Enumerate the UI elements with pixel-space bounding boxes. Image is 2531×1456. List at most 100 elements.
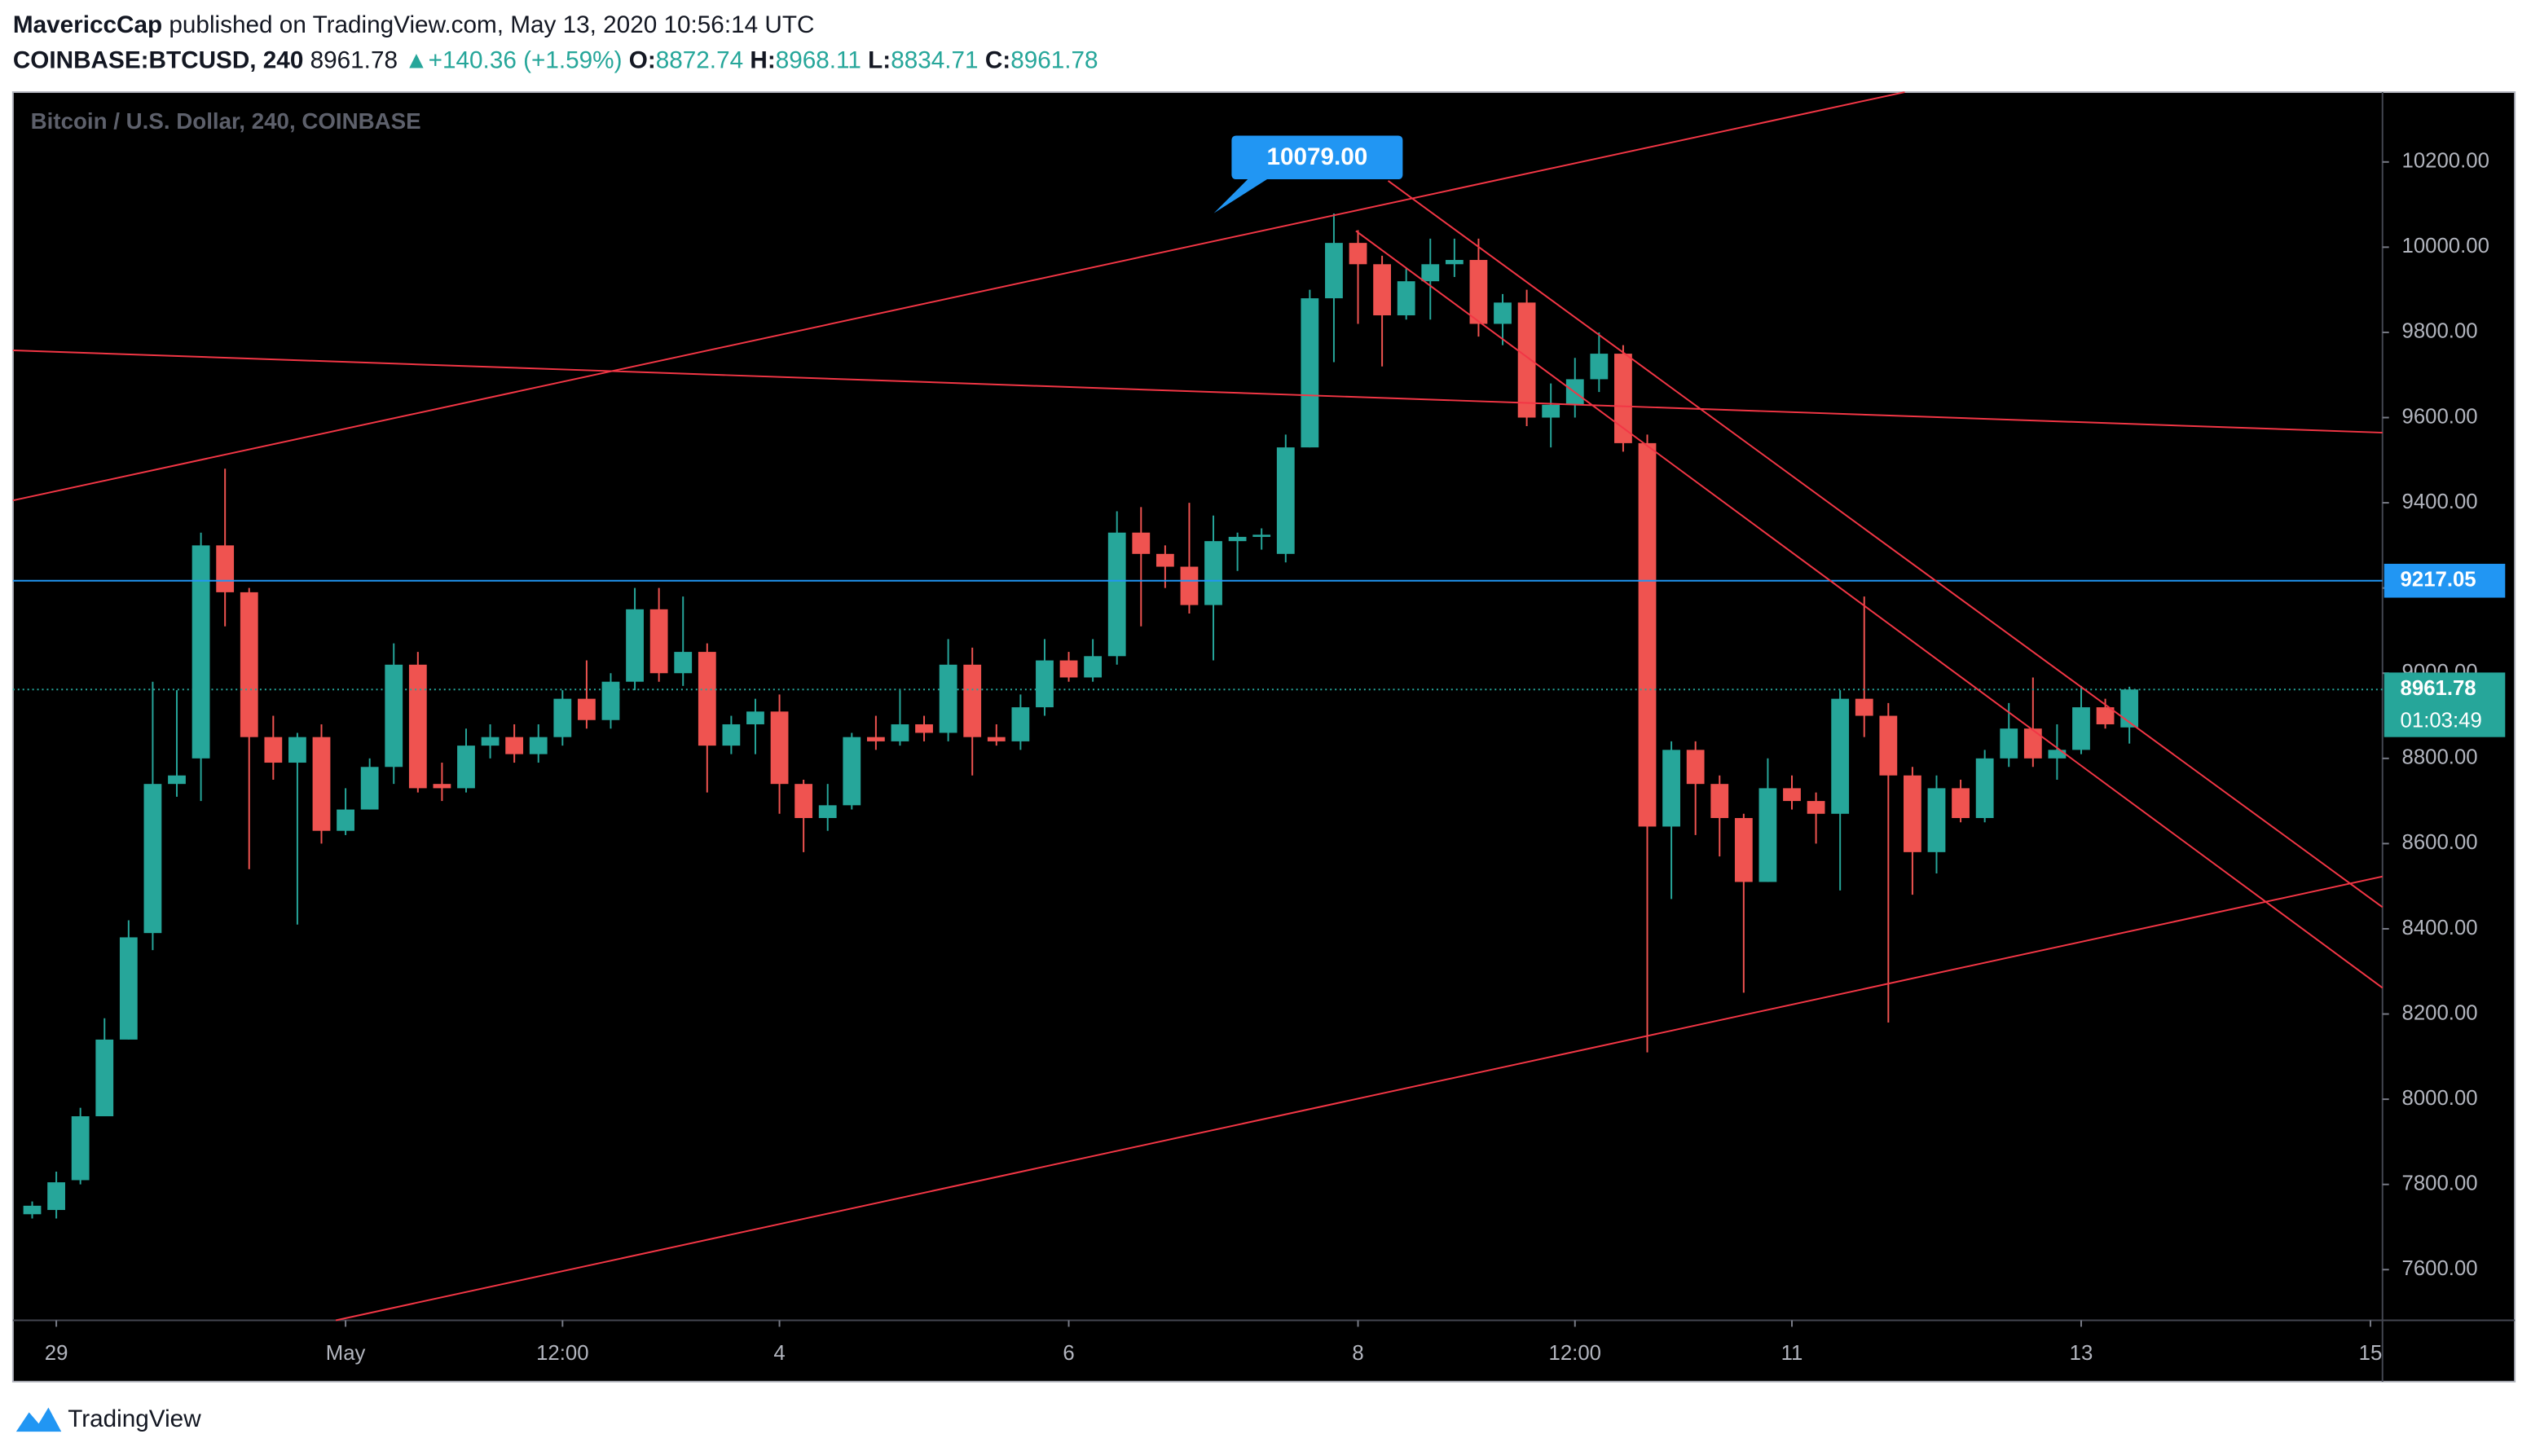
- symbol: COINBASE:BTCUSD, 240: [13, 46, 304, 73]
- candle-body: [1855, 698, 1873, 716]
- candle-body: [408, 664, 427, 789]
- y-tick-label: 8000.00: [2402, 1087, 2478, 1110]
- candle-body: [770, 711, 789, 785]
- y-tick-label: 9600.00: [2402, 405, 2478, 428]
- candle-body: [891, 724, 909, 741]
- candle-body: [337, 809, 354, 831]
- candle-body: [1807, 801, 1825, 814]
- candle-body: [1252, 534, 1271, 537]
- candle-body: [649, 609, 668, 674]
- candle-body: [2096, 707, 2115, 724]
- x-tick-label: 15: [2359, 1342, 2383, 1365]
- candle-body: [626, 609, 644, 682]
- y-tick-label: 8800.00: [2402, 746, 2478, 769]
- trend-lines: [12, 91, 2384, 1322]
- candle-body: [433, 784, 451, 789]
- candle-body: [168, 775, 186, 785]
- candle-body: [47, 1182, 65, 1211]
- candle-body: [2072, 707, 2090, 750]
- candle-body: [1155, 553, 1174, 567]
- y-tick-label: 9400.00: [2402, 490, 2478, 513]
- candle-body: [698, 652, 716, 746]
- candle-body: [1734, 818, 1753, 882]
- candle-body: [1107, 532, 1126, 657]
- candle-body: [385, 664, 403, 768]
- candle-body: [1517, 302, 1536, 418]
- trend-line: [12, 349, 2383, 433]
- low: 8834.71: [891, 46, 978, 73]
- candle-body: [143, 784, 162, 934]
- candle-body: [1542, 404, 1560, 418]
- y-tick-label: 8200.00: [2402, 1001, 2478, 1024]
- candle-body: [23, 1205, 42, 1215]
- trend-line: [1387, 180, 2384, 908]
- annotation-label: 10079.00: [1266, 143, 1367, 170]
- candle-body: [360, 767, 379, 810]
- candle-body: [1614, 354, 1632, 443]
- candle-body: [216, 545, 235, 592]
- candle-body: [457, 746, 475, 789]
- x-tick-label: 12:00: [536, 1342, 588, 1365]
- brand: TradingView: [68, 1405, 201, 1432]
- h-label: H:: [750, 46, 775, 73]
- candle-body: [1301, 298, 1319, 448]
- footer: TradingView: [15, 1405, 201, 1432]
- price-tag-label: 9217.05: [2401, 569, 2476, 592]
- plot: 7600.00 7800.00 8000.00 8200.00 8400.00 8600.…: [12, 150, 2506, 1365]
- y-tick-label: 9800.00: [2402, 320, 2478, 343]
- candle-body: [915, 724, 933, 733]
- candle-body: [553, 698, 572, 737]
- annotation: 10079.00: [1213, 135, 1403, 213]
- price-tag-label: 8961.78: [2401, 677, 2476, 700]
- candle-body: [312, 737, 331, 831]
- close: 8961.78: [1010, 46, 1098, 73]
- candle-body: [1469, 260, 1488, 324]
- o-label: O:: [629, 46, 656, 73]
- y-tick-label: 7800.00: [2402, 1172, 2478, 1194]
- candle-body: [1445, 260, 1464, 265]
- candle-body: [1662, 750, 1680, 827]
- chart-title: Bitcoin / U.S. Dollar, 240, COINBASE: [31, 108, 421, 134]
- candle-body: [722, 724, 741, 746]
- candle-body: [288, 737, 306, 763]
- candle-body: [1975, 758, 1994, 819]
- candle-body: [674, 652, 693, 674]
- candle-body: [1180, 566, 1199, 605]
- callout: [1213, 135, 1403, 213]
- chart-panel: [11, 91, 2516, 1383]
- candle-body: [818, 805, 837, 819]
- candle-body: [1011, 707, 1030, 741]
- trend-line: [12, 91, 1905, 502]
- x-tick-label: 13: [2070, 1342, 2093, 1365]
- l-label: L:: [868, 46, 891, 73]
- candle-body: [1373, 264, 1392, 316]
- candle-body: [1879, 715, 1898, 776]
- candle-body: [1927, 788, 1946, 852]
- candle-body: [601, 681, 620, 720]
- symbol-line: COINBASE:BTCUSD, 240 8961.78 ▲+140.36 (+…: [13, 46, 1098, 73]
- candle-body: [481, 737, 500, 746]
- candle-body: [1686, 750, 1705, 785]
- logo-icon: [15, 1407, 62, 1432]
- candle-body: [939, 664, 957, 733]
- price-tag: [2384, 672, 2506, 737]
- candle-body: [2000, 728, 2018, 759]
- candle-body: [2120, 689, 2139, 728]
- author: MavericcCap: [13, 11, 162, 38]
- candle-body: [505, 737, 524, 754]
- candle-body: [866, 737, 885, 741]
- candle-body: [1590, 354, 1609, 380]
- candle-body: [240, 592, 258, 737]
- x-tick-label: May: [326, 1342, 366, 1365]
- candle-body: [119, 937, 138, 1040]
- c-label: C:: [985, 46, 1010, 73]
- candle-body: [1276, 447, 1295, 554]
- candle-body: [2023, 728, 2042, 759]
- x-tick-label: 11: [1781, 1342, 1803, 1365]
- candle-body: [843, 737, 861, 806]
- trend-line: [1355, 230, 2384, 989]
- candle-body: [529, 737, 548, 754]
- y-tick-label: 10000.00: [2402, 235, 2489, 257]
- candle-body: [963, 664, 982, 737]
